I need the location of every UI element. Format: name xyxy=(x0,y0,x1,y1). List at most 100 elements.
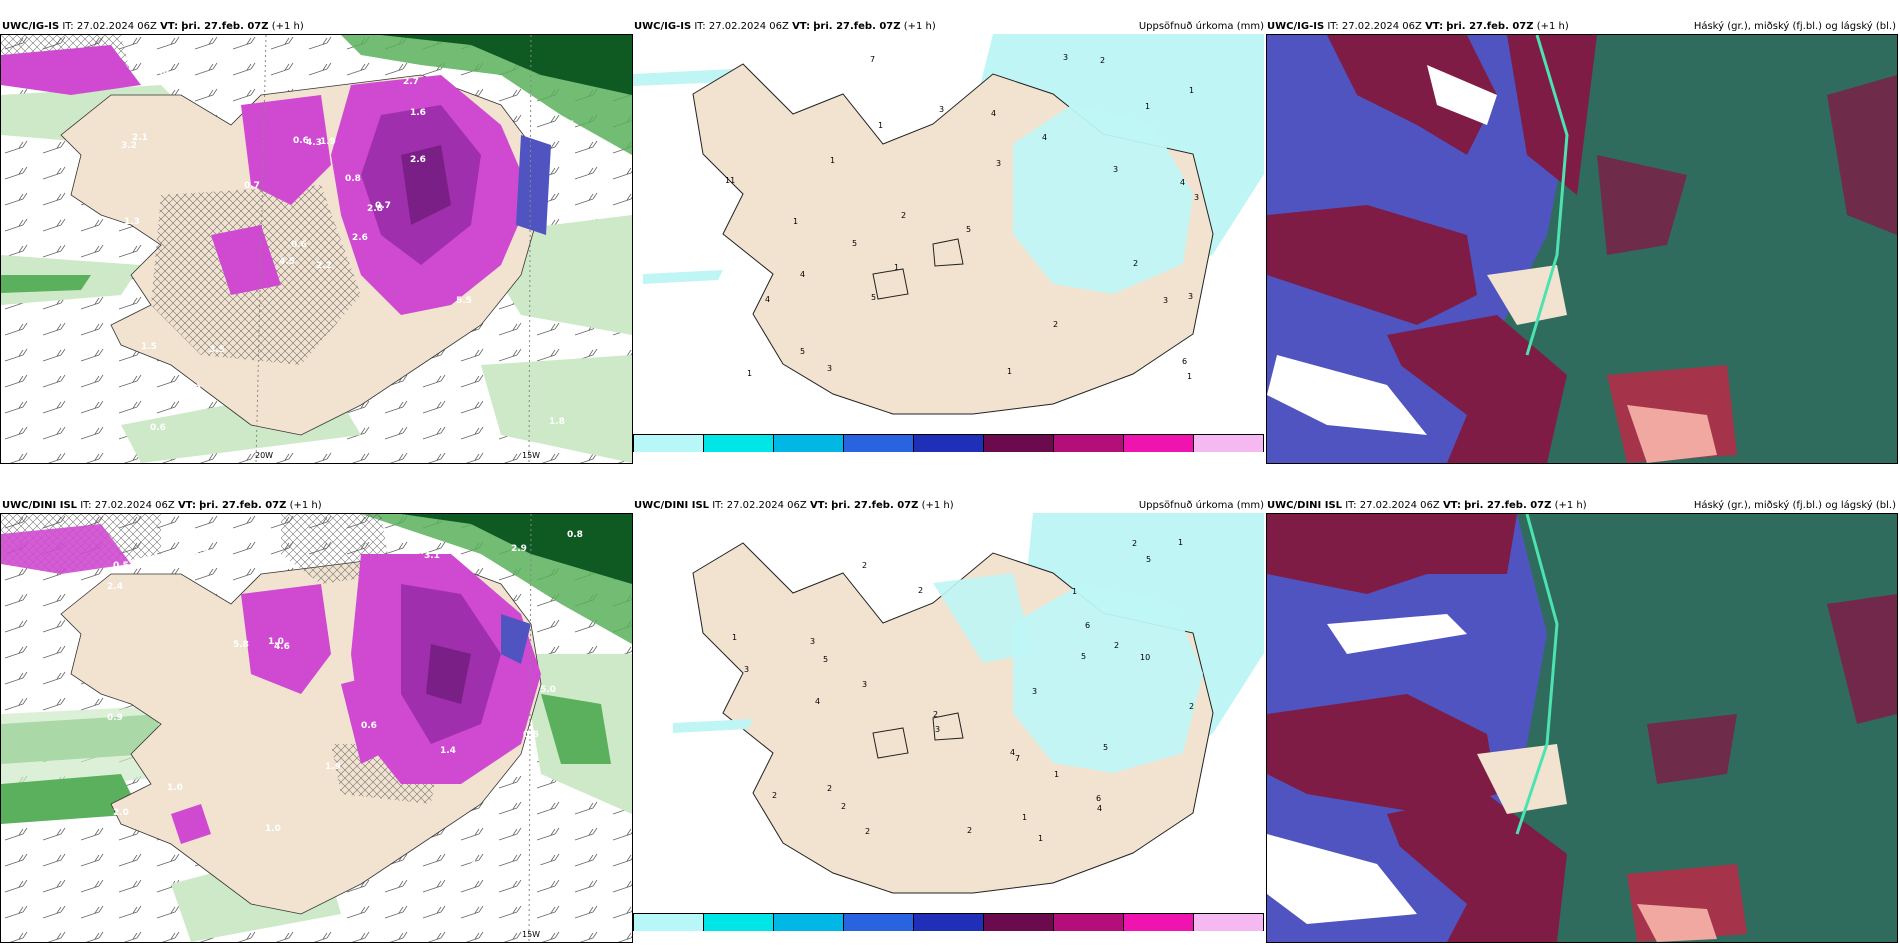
map-value-label: 2 xyxy=(862,561,867,570)
map-value-label: 2.8 xyxy=(367,204,383,214)
map-value-label: 2 xyxy=(772,791,777,800)
it-label: IT: xyxy=(62,21,74,32)
map-value-label: 0.8 xyxy=(345,174,361,184)
map-value-label: 2 xyxy=(1114,641,1119,650)
precip-value-labels: 2.23.20.60.72.83.52.71.91.62.64.01.81.33… xyxy=(102,67,574,433)
map-value-label: 3.7 xyxy=(558,120,574,130)
map-value-label: 3 xyxy=(1163,296,1168,305)
map-value-label: 5 xyxy=(871,293,876,302)
lead-time: (+1 h) xyxy=(903,21,936,32)
it-value: 27.02.2024 06Z xyxy=(1341,21,1422,32)
cloud-title-top: Háský (gr.), miðský (fj.bl.) og lágský (… xyxy=(1693,21,1896,32)
lead-time: (+1 h) xyxy=(1536,21,1569,32)
map-value-label: 0.6 xyxy=(291,240,307,250)
map-value-label: 2 xyxy=(1133,259,1138,268)
map-value-label: 5 xyxy=(1081,652,1086,661)
map-value-label: 0.9 xyxy=(107,713,123,723)
map-value-label: 3 xyxy=(1032,687,1037,696)
lon-label-15w: 15W xyxy=(522,451,541,460)
map-value-label: 1 xyxy=(747,369,752,378)
lead-time: (+1 h) xyxy=(1554,500,1587,511)
map-value-label: 1 xyxy=(894,263,899,272)
map-value-label: 3.3 xyxy=(124,864,140,874)
colorbar-swatch xyxy=(984,435,1054,452)
map-value-label: 1 xyxy=(1072,587,1077,596)
map-value-label: 1 xyxy=(1022,813,1027,822)
map-value-label: 1 xyxy=(1189,86,1194,95)
colorbar-swatch xyxy=(914,914,984,931)
map-value-label: 4.0 xyxy=(153,67,169,77)
map-value-label: 0.8 xyxy=(567,530,583,540)
map-value-label: 2 xyxy=(827,784,832,793)
map-value-label: 2 xyxy=(1053,320,1058,329)
map-value-label: 3 xyxy=(1113,165,1118,174)
map-value-label: 1.4 xyxy=(440,746,456,756)
map-value-label: 5.8 xyxy=(233,640,249,650)
map-value-label: 0.7 xyxy=(375,201,391,211)
map-value-label: 5.0 xyxy=(540,685,556,695)
it-value: 27.02.2024 06Z xyxy=(76,21,157,32)
map-value-label: 1.0 xyxy=(265,824,281,834)
map-value-label: 4.5 xyxy=(279,257,295,267)
model-name: UWC/DINI ISL xyxy=(634,500,710,511)
colorbar-swatch xyxy=(1194,914,1263,931)
colorbar-swatch xyxy=(1194,435,1263,452)
map-value-label: 6 xyxy=(1182,357,1187,366)
map-value-label: 1 xyxy=(1007,367,1012,376)
map-value-label: 1 xyxy=(1054,770,1059,779)
map-value-label: 1 xyxy=(878,121,883,130)
map-value-label: 0.6 xyxy=(361,721,377,731)
cloud-map-top xyxy=(1266,34,1898,464)
colorbar-swatch xyxy=(704,435,774,452)
vt-value: þri. 27.feb. 07Z xyxy=(199,500,287,511)
colorbar-swatch xyxy=(1054,435,1124,452)
colorbar-swatch xyxy=(844,435,914,452)
map-value-label: 1 xyxy=(1187,372,1192,381)
map-value-label: 3 xyxy=(827,364,832,373)
colorbar-swatch xyxy=(774,435,844,452)
map-value-label: 10 xyxy=(1140,653,1150,662)
colorbar-swatch xyxy=(704,914,774,931)
map-value-label: 6 xyxy=(1085,621,1090,630)
map-value-label: 1 xyxy=(1145,102,1150,111)
cloud-svg xyxy=(1267,35,1897,463)
map-value-label: 4 xyxy=(1180,178,1185,187)
map-value-label: 2 xyxy=(967,826,972,835)
map-value-label: 2.7 xyxy=(403,77,419,87)
map-value-label: 4 xyxy=(1042,133,1047,142)
it-label: IT: xyxy=(694,21,706,32)
colorbar-swatch xyxy=(984,914,1054,931)
map-value-label: 4 xyxy=(765,295,770,304)
map-value-label: 3 xyxy=(939,105,944,114)
map-value-label: 1 xyxy=(793,217,798,226)
map-value-label: 4 xyxy=(1010,748,1015,757)
map-value-label: 1.6 xyxy=(410,108,426,118)
it-label: IT: xyxy=(80,500,92,511)
map-value-label: 5 xyxy=(1146,555,1151,564)
vt-label: VT: xyxy=(1425,21,1444,32)
map-value-label: 1 xyxy=(1038,834,1043,843)
colorbar-swatch xyxy=(774,914,844,931)
map-value-label: 0.6 xyxy=(150,423,166,433)
map-value-label: 2 xyxy=(1100,56,1105,65)
colorbar-swatch xyxy=(844,914,914,931)
map-value-label: 2.0 xyxy=(113,808,129,818)
colorbar-swatch xyxy=(914,435,984,452)
map-value-label: 2 xyxy=(901,211,906,220)
map-value-label: 0.7 xyxy=(244,181,260,191)
it-value: 27.02.2024 06Z xyxy=(708,21,789,32)
vt-value: þri. 27.feb. 07Z xyxy=(831,500,919,511)
map-value-label: 0.8 xyxy=(102,400,118,410)
map-value-label: 4 xyxy=(991,109,996,118)
lead-time: (+1 h) xyxy=(289,500,322,511)
map-value-label: 5 xyxy=(823,655,828,664)
panel-title-top-middle: UWC/IG-IS IT: 27.02.2024 06Z VT: þri. 27… xyxy=(634,21,936,32)
colorbar-swatch xyxy=(634,435,704,452)
map-value-label: 4.5 xyxy=(376,897,392,907)
map-value-label: 3 xyxy=(1194,193,1199,202)
map-value-label: 1.8 xyxy=(549,417,565,427)
